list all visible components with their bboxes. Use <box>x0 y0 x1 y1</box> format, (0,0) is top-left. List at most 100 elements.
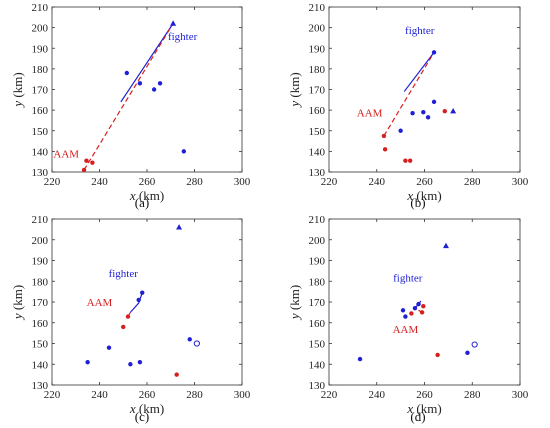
aam-point <box>382 147 388 152</box>
y-tick-label: 180 <box>32 64 49 76</box>
aam-point <box>407 158 413 163</box>
panel-label: (c) <box>135 409 149 424</box>
target-triangle-point <box>450 107 457 114</box>
x-tick-label: 280 <box>186 176 203 188</box>
aam-point <box>81 167 87 173</box>
y-tick-label: 150 <box>309 126 326 138</box>
x-tick-label: 260 <box>416 176 433 188</box>
y-tick-label: 180 <box>32 276 49 288</box>
y-axis-label: y (km) <box>10 72 25 108</box>
plot-frame <box>51 218 243 386</box>
x-tick-label: 260 <box>139 176 156 188</box>
chart-panel-1: 220 240 260 280 300 130 140 150 160 170 180 190 200 2… <box>287 2 529 210</box>
fighter-annotation: fighter <box>109 268 139 280</box>
y-tick-label: 130 <box>309 380 326 392</box>
x-tick-label: 280 <box>464 176 481 188</box>
fighter-point <box>400 308 406 313</box>
x-tick-label: 280 <box>186 389 203 401</box>
aam-point <box>403 158 408 163</box>
fighter-point <box>421 109 426 115</box>
x-axis-label: x (km) <box>129 401 164 416</box>
target-triangle-point <box>176 224 183 230</box>
aam-annotation: AAM <box>87 297 113 309</box>
x-tick-label: 300 <box>512 176 529 188</box>
aam-point <box>125 314 131 319</box>
aam-path-line <box>83 23 174 171</box>
y-tick-label: 170 <box>309 85 326 97</box>
aam-path-line <box>383 52 435 137</box>
y-tick-label: 170 <box>32 85 49 97</box>
x-tick-label: 220 <box>321 389 338 401</box>
y-tick-label: 160 <box>32 318 49 330</box>
fighter-point <box>151 87 157 92</box>
x-tick-label: 300 <box>512 389 529 401</box>
y-tick-label: 190 <box>309 256 326 268</box>
fighter-path-line <box>403 52 435 92</box>
aam-point <box>435 352 440 358</box>
fighter-point <box>431 99 437 105</box>
y-tick-label: 140 <box>32 359 49 371</box>
fighter-point <box>181 149 187 154</box>
y-tick-label: 140 <box>32 146 49 158</box>
aam-point <box>84 158 89 163</box>
y-tick-label: 190 <box>32 256 49 268</box>
y-tick-label: 130 <box>32 380 49 392</box>
fighter-point <box>465 350 470 356</box>
y-tick-label: 200 <box>309 235 326 247</box>
y-tick-label: 200 <box>309 23 326 35</box>
x-tick-label: 280 <box>464 389 481 401</box>
aam-annotation: AAM <box>393 324 419 336</box>
y-tick-label: 130 <box>309 167 326 179</box>
x-tick-label: 220 <box>321 176 338 188</box>
y-tick-label: 210 <box>32 214 49 226</box>
y-tick-label: 180 <box>309 276 326 288</box>
y-axis-label: y (km) <box>287 72 302 108</box>
aam-point <box>381 133 387 139</box>
fighter-point <box>106 345 112 350</box>
open-circle-point <box>471 341 478 348</box>
target-triangle-point <box>170 20 177 26</box>
x-tick-label: 240 <box>91 176 108 188</box>
fighter-point <box>157 81 163 86</box>
y-tick-label: 170 <box>309 297 326 309</box>
fighter-point <box>187 337 192 342</box>
y-tick-label: 200 <box>32 235 49 247</box>
y-tick-label: 150 <box>32 126 49 138</box>
fighter-annotation: fighter <box>168 31 198 43</box>
fighter-annotation: fighter <box>393 272 423 284</box>
y-tick-label: 210 <box>309 214 326 226</box>
x-tick-label: 260 <box>416 389 433 401</box>
fighter-point <box>416 301 421 307</box>
fighter-point <box>128 362 133 367</box>
open-circle-point <box>193 340 200 347</box>
fighter-annotation: fighter <box>405 25 435 37</box>
y-tick-label: 140 <box>309 146 326 158</box>
x-tick-label: 260 <box>139 389 156 401</box>
y-tick-label: 150 <box>309 339 326 351</box>
fighter-point <box>403 314 408 319</box>
fighter-point <box>140 290 145 295</box>
aam-point <box>174 372 179 377</box>
aam-point <box>90 160 95 165</box>
fighter-path-line <box>129 292 143 313</box>
y-tick-label: 200 <box>32 23 49 35</box>
fighter-point <box>124 70 130 76</box>
plot-frame <box>51 6 243 173</box>
x-tick-label: 240 <box>369 389 386 401</box>
aam-annotation: AAM <box>53 149 79 161</box>
y-tick-label: 210 <box>32 2 49 14</box>
y-tick-label: 130 <box>32 167 49 179</box>
fighter-point <box>425 115 431 120</box>
fighter-point <box>357 356 363 362</box>
x-tick-label: 240 <box>369 176 386 188</box>
y-tick-label: 180 <box>309 64 326 76</box>
fighter-point <box>137 81 143 86</box>
x-tick-label: 300 <box>234 389 251 401</box>
x-axis-label: x (km) <box>406 188 441 203</box>
x-tick-label: 240 <box>91 389 108 401</box>
y-tick-label: 190 <box>309 43 326 55</box>
panel-label: (d) <box>410 409 425 424</box>
aam-point <box>419 310 425 315</box>
x-tick-label: 220 <box>44 389 61 401</box>
